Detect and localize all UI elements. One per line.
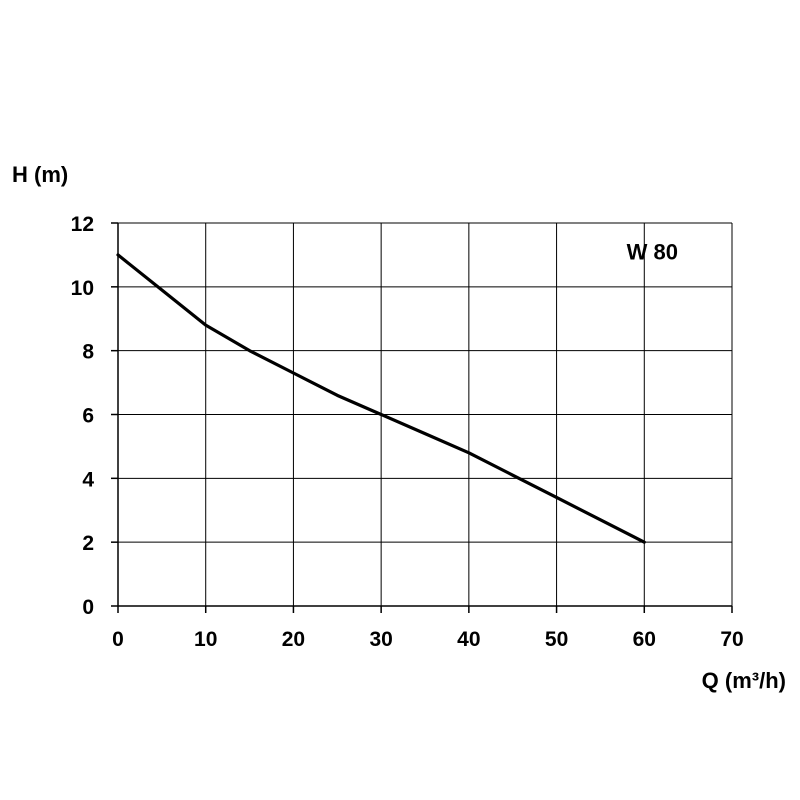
y-tick-label: 2	[82, 532, 94, 555]
y-tick-label: 4	[82, 468, 94, 491]
annotations: W 80	[627, 240, 678, 265]
y-tick-label: 10	[71, 277, 94, 300]
grid-lines	[118, 222, 733, 606]
x-axis-label: Q (m³/h)	[702, 668, 786, 693]
curve-annotation: W 80	[627, 240, 678, 265]
y-tick-labels: 0 2 4 6 8 10 12	[71, 213, 95, 619]
x-tick-label: 30	[369, 628, 392, 651]
series-layer	[116, 253, 646, 544]
y-tick-label: 8	[82, 341, 94, 364]
x-tick-label: 60	[633, 628, 656, 651]
y-tick-label: 6	[82, 405, 94, 428]
x-tick-label: 50	[545, 628, 568, 651]
x-tick-label: 20	[282, 628, 305, 651]
x-tick-labels: 0 10 20 30 40 50 60 70	[112, 628, 744, 651]
x-tick-label: 70	[720, 628, 743, 651]
y-axis-label: H (m)	[12, 162, 68, 187]
y-tick-label: 12	[71, 213, 94, 236]
x-tick-label: 10	[194, 628, 217, 651]
x-tick-label: 40	[457, 628, 480, 651]
x-tick-label: 0	[112, 628, 124, 651]
series-line-w80	[116, 253, 646, 544]
axes	[111, 222, 733, 613]
y-tick-label: 0	[82, 596, 94, 619]
